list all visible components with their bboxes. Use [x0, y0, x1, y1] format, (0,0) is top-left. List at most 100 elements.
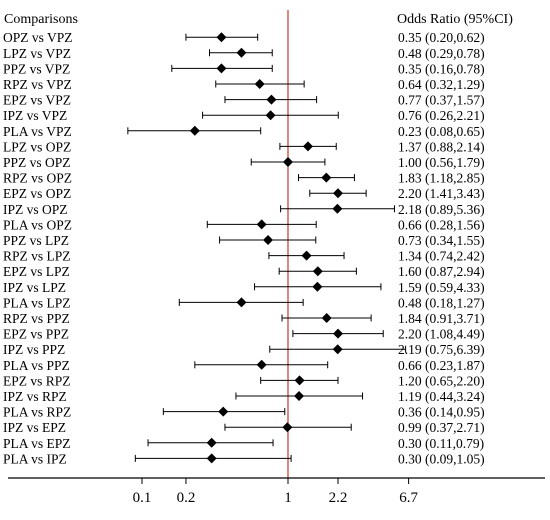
forest-row: IPZ vs LPZ 1.59 (0.59,4.33): [3, 280, 485, 295]
forest-row: IPZ vs OPZ 2.18 (0.89,5.36): [3, 202, 485, 217]
comparison-label: LPZ vs VPZ: [3, 46, 71, 61]
comparison-label: IPZ vs RPZ: [3, 389, 67, 404]
odds-ratio-marker: [216, 63, 227, 74]
odds-ratio-text: 1.34 (0.74,2.42): [398, 249, 485, 264]
comparison-label: PLA vs OPZ: [3, 217, 72, 232]
odds-ratio-text: 0.23 (0.08,0.65): [398, 124, 485, 139]
odds-ratio-marker: [312, 281, 323, 292]
comparison-label: IPZ vs OPZ: [3, 202, 68, 217]
odds-ratio-text: 2.20 (1.08,4.49): [398, 327, 485, 342]
comparison-label: PPZ vs OPZ: [3, 155, 71, 170]
odds-ratio-text: 1.20 (0.65,2.20): [398, 373, 485, 388]
odds-ratio-marker: [256, 219, 267, 230]
comparison-label: PLA vs LPZ: [3, 295, 71, 310]
odds-ratio-text: 0.99 (0.37,2.71): [398, 420, 485, 435]
forest-row: PPZ vs OPZ 1.00 (0.56,1.79): [3, 155, 485, 170]
left-header: Comparisons: [4, 12, 78, 27]
odds-ratio-marker: [254, 79, 265, 89]
odds-ratio-marker: [332, 188, 343, 199]
odds-ratio-marker: [216, 32, 227, 43]
forest-row: IPZ vs VPZ 0.76 (0.26,2.21): [3, 108, 485, 123]
odds-ratio-text: 0.30 (0.11,0.79): [398, 436, 484, 451]
forest-row: EPZ vs RPZ 1.20 (0.65,2.20): [3, 373, 485, 388]
odds-ratio-text: 0.48 (0.29,0.78): [398, 46, 485, 61]
comparison-label: IPZ vs LPZ: [3, 280, 66, 295]
comparison-label: PPZ vs VPZ: [3, 61, 70, 76]
odds-ratio-marker: [263, 235, 274, 245]
comparison-label: LPZ vs OPZ: [3, 139, 71, 154]
comparison-label: EPZ vs PPZ: [3, 327, 69, 342]
odds-ratio-marker: [321, 172, 332, 183]
odds-ratio-text: 1.19 (0.44,3.24): [398, 389, 485, 404]
forest-row: IPZ vs RPZ 1.19 (0.44,3.24): [3, 389, 485, 404]
odds-ratio-text: 0.48 (0.18,1.27): [398, 295, 485, 310]
odds-ratio-marker: [294, 375, 305, 386]
comparison-label: EPZ vs OPZ: [3, 186, 71, 201]
forest-row: PPZ vs LPZ 0.73 (0.34,1.55): [3, 233, 485, 248]
comparison-label: RPZ vs VPZ: [3, 77, 72, 92]
odds-ratio-marker: [283, 157, 293, 167]
odds-ratio-marker: [256, 359, 267, 370]
odds-ratio-marker: [332, 328, 343, 339]
forest-row: PPZ vs VPZ 0.35 (0.16,0.78): [3, 61, 485, 76]
comparison-label: PLA vs RPZ: [3, 405, 71, 420]
x-tick-label: 1: [284, 490, 292, 506]
forest-row: LPZ vs OPZ 1.37 (0.88,2.14): [3, 139, 485, 154]
forest-row: EPZ vs VPZ 0.77 (0.37,1.57): [3, 93, 485, 108]
forest-row: IPZ vs PPZ 2.19 (0.75,6.39): [3, 342, 485, 357]
x-ticks: 0.1 0.2 1 2.2 6.7: [133, 478, 418, 506]
odds-ratio-marker: [218, 406, 229, 417]
odds-ratio-text: 0.76 (0.26,2.21): [398, 108, 485, 123]
x-tick-label: 2.2: [329, 490, 348, 506]
x-tick-label: 0.2: [177, 490, 196, 506]
rows-layer: OPZ vs VPZ 0.35 (0.20,0.62) LPZ vs VPZ 0.48…: [3, 30, 485, 466]
forest-row: PLA vs RPZ 0.36 (0.14,0.95): [3, 405, 485, 420]
odds-ratio-text: 2.18 (0.89,5.36): [398, 202, 485, 217]
right-header: Odds Ratio (95%CI): [397, 12, 513, 27]
forest-row: EPZ vs OPZ 2.20 (1.41,3.43): [3, 186, 485, 201]
comparison-label: RPZ vs OPZ: [3, 171, 72, 186]
odds-ratio-text: 0.66 (0.28,1.56): [398, 217, 485, 232]
comparison-label: EPZ vs RPZ: [3, 373, 71, 388]
forest-row: RPZ vs PPZ 1.84 (0.91,3.71): [3, 311, 485, 326]
comparison-label: PLA vs IPZ: [3, 451, 67, 466]
odds-ratio-marker: [301, 250, 312, 261]
forest-row: RPZ vs VPZ 0.64 (0.32,1.29): [3, 77, 485, 92]
odds-ratio-marker: [321, 313, 332, 323]
odds-ratio-text: 0.77 (0.37,1.57): [398, 93, 485, 108]
odds-ratio-marker: [206, 453, 217, 464]
forest-row: PLA vs EPZ 0.30 (0.11,0.79): [3, 436, 484, 451]
forest-row: IPZ vs EPZ 0.99 (0.37,2.71): [3, 420, 485, 435]
odds-ratio-text: 0.64 (0.32,1.29): [398, 77, 485, 92]
odds-ratio-text: 0.36 (0.14,0.95): [398, 405, 485, 420]
forest-row: PLA vs VPZ 0.23 (0.08,0.65): [3, 124, 485, 139]
forest-row: LPZ vs VPZ 0.48 (0.29,0.78): [3, 46, 485, 61]
x-tick-label: 6.7: [399, 490, 418, 506]
comparison-label: IPZ vs VPZ: [3, 108, 67, 123]
odds-ratio-text: 0.73 (0.34,1.55): [398, 233, 485, 248]
comparison-label: PLA vs PPZ: [3, 358, 70, 373]
odds-ratio-text: 1.37 (0.88,2.14): [398, 139, 485, 154]
forest-row: PLA vs IPZ 0.30 (0.09,1.05): [3, 451, 485, 466]
odds-ratio-text: 0.35 (0.20,0.62): [398, 30, 485, 45]
forest-row: RPZ vs OPZ 1.83 (1.18,2.85): [3, 171, 485, 186]
odds-ratio-marker: [312, 266, 323, 277]
odds-ratio-marker: [282, 422, 293, 433]
comparison-label: RPZ vs PPZ: [3, 311, 70, 326]
odds-ratio-marker: [266, 94, 277, 105]
comparison-label: EPZ vs LPZ: [3, 264, 70, 279]
odds-ratio-text: 2.19 (0.75,6.39): [398, 342, 485, 357]
comparison-label: RPZ vs LPZ: [3, 249, 71, 264]
odds-ratio-marker: [236, 297, 247, 308]
forest-row: RPZ vs LPZ 1.34 (0.74,2.42): [3, 249, 485, 264]
odds-ratio-marker: [189, 125, 200, 136]
comparison-label: EPZ vs VPZ: [3, 93, 71, 108]
comparison-label: OPZ vs VPZ: [3, 30, 73, 45]
forest-row: PLA vs OPZ 0.66 (0.28,1.56): [3, 217, 485, 232]
odds-ratio-marker: [265, 110, 276, 121]
odds-ratio-marker: [332, 203, 343, 214]
odds-ratio-text: 2.20 (1.41,3.43): [398, 186, 485, 201]
odds-ratio-text: 1.60 (0.87,2.94): [398, 264, 485, 279]
forest-row: EPZ vs PPZ 2.20 (1.08,4.49): [3, 327, 485, 342]
